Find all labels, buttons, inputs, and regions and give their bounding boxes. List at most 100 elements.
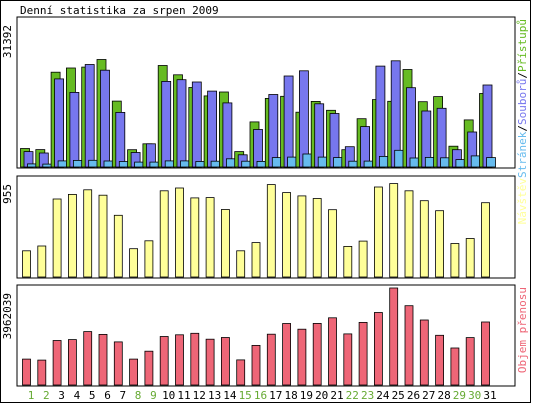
day-label-16: 16 <box>254 389 267 402</box>
bar-stranek-day-4 <box>73 159 83 168</box>
bar-navstev-day-22 <box>343 245 353 278</box>
x-axis-day-labels: 1 2 3 4 5 6 7 8 9 10 11 12 13 14 15 16 17 18 19 20 21 22 23 24 2… <box>28 389 497 402</box>
bar-objem-day-8 <box>129 358 139 386</box>
day-label-13: 13 <box>208 389 221 402</box>
bar-stranek-day-22 <box>348 160 359 168</box>
bar-navstev-day-24 <box>373 186 383 278</box>
bar-souboru-day-14 <box>222 102 233 168</box>
bar-souboru-day-13 <box>207 90 218 168</box>
bar-navstev-day-16 <box>251 242 261 278</box>
bar-navstev-day-3 <box>52 198 62 278</box>
day-label-11: 11 <box>177 389 190 402</box>
bar-stranek-day-25 <box>394 149 405 168</box>
day-label-5: 5 <box>89 389 96 402</box>
bar-stranek-day-26 <box>409 157 420 168</box>
bar-stranek-day-18 <box>287 156 298 168</box>
bar-stranek-day-15 <box>241 160 252 168</box>
bar-objem-day-7 <box>113 341 123 386</box>
bar-objem-day-19 <box>297 328 307 386</box>
bar-objem-day-20 <box>312 322 322 386</box>
bar-objem-day-6 <box>98 333 108 386</box>
day-label-10: 10 <box>162 389 175 402</box>
day-label-29: 29 <box>453 389 466 402</box>
bar-stranek-day-31 <box>486 157 496 168</box>
bar-stranek-day-7 <box>118 161 129 168</box>
bar-souboru-day-31 <box>482 84 493 168</box>
bar-stranek-day-9 <box>149 161 160 168</box>
bar-navstev-day-25 <box>389 183 399 278</box>
bar-souboru-day-3 <box>54 78 64 168</box>
bar-objem-day-5 <box>83 331 93 386</box>
bar-objem-day-13 <box>205 338 215 386</box>
legend-pristupu: Přístupů <box>516 19 529 72</box>
bar-stranek-day-6 <box>103 160 114 168</box>
bar-stranek-day-5 <box>88 159 99 168</box>
bar-stranek-day-3 <box>57 160 68 168</box>
bar-navstev-day-1 <box>22 250 31 278</box>
day-label-7: 7 <box>119 389 126 402</box>
day-label-31: 31 <box>483 389 496 402</box>
bar-objem-day-15 <box>236 359 246 386</box>
bar-stranek-day-12 <box>195 161 206 168</box>
day-label-4: 4 <box>74 389 81 402</box>
legend-label-1: Stránek/Souborů/Přístupů <box>516 19 529 178</box>
bar-navstev-day-13 <box>205 197 215 278</box>
bar-navstev-day-20 <box>312 198 322 278</box>
bar-stranek-day-24 <box>378 155 389 168</box>
bar-stranek-day-30 <box>470 155 481 168</box>
bar-souboru-day-10 <box>161 81 172 168</box>
bar-stranek-day-27 <box>424 156 435 168</box>
day-label-26: 26 <box>407 389 420 402</box>
day-label-30: 30 <box>468 389 481 402</box>
bar-objem-day-31 <box>481 321 490 386</box>
day-label-25: 25 <box>392 389 405 402</box>
bars-panel-1 <box>20 59 496 168</box>
bar-navstev-day-5 <box>83 189 93 278</box>
max-value-label-1: 31392 <box>1 25 14 58</box>
bar-navstev-day-6 <box>98 194 108 278</box>
bar-objem-day-9 <box>144 350 154 386</box>
bar-stranek-day-20 <box>317 156 328 168</box>
bar-navstev-day-2 <box>37 245 47 278</box>
bar-navstev-day-17 <box>266 184 276 278</box>
legend-souboru: Souborů <box>516 79 529 125</box>
bar-objem-day-10 <box>159 336 169 386</box>
bar-objem-day-29 <box>450 347 460 386</box>
bar-objem-day-17 <box>266 333 276 386</box>
bar-navstev-day-19 <box>297 195 307 278</box>
bar-stranek-day-14 <box>225 158 236 168</box>
day-label-22: 22 <box>346 389 359 402</box>
bar-navstev-day-27 <box>419 200 429 278</box>
day-label-17: 17 <box>269 389 282 402</box>
bar-navstev-day-10 <box>159 190 169 278</box>
chart-title: Denní statistika za srpen 2009 <box>20 4 219 17</box>
bars-panel-3 <box>22 287 490 386</box>
bar-navstev-day-26 <box>404 190 414 278</box>
bar-stranek-day-19 <box>302 153 313 168</box>
bar-navstev-day-11 <box>175 187 184 278</box>
bar-objem-day-23 <box>358 321 368 386</box>
bar-souboru-day-17 <box>268 94 279 168</box>
day-label-1: 1 <box>28 389 35 402</box>
bar-souboru-day-18 <box>283 75 294 168</box>
bar-souboru-day-6 <box>100 69 110 168</box>
bar-navstev-day-8 <box>129 248 139 278</box>
bar-objem-day-30 <box>465 337 475 386</box>
bar-navstev-day-31 <box>481 202 490 278</box>
bar-stranek-day-21 <box>333 157 343 168</box>
day-label-8: 8 <box>135 389 142 402</box>
bars-panel-2 <box>22 183 490 278</box>
bar-navstev-day-9 <box>144 240 154 278</box>
bar-objem-day-21 <box>328 317 337 386</box>
legend-sep-2: / <box>516 72 529 79</box>
bar-stranek-day-1 <box>27 163 37 168</box>
bar-objem-day-22 <box>343 333 353 386</box>
bar-stranek-day-28 <box>440 157 451 168</box>
bar-navstev-day-4 <box>68 193 77 278</box>
legend-label-3: Objem přenosu <box>516 287 529 373</box>
bar-stranek-day-2 <box>42 163 53 168</box>
bar-objem-day-2 <box>37 359 47 386</box>
bar-souboru-day-7 <box>115 112 126 168</box>
bar-objem-day-4 <box>68 339 77 386</box>
